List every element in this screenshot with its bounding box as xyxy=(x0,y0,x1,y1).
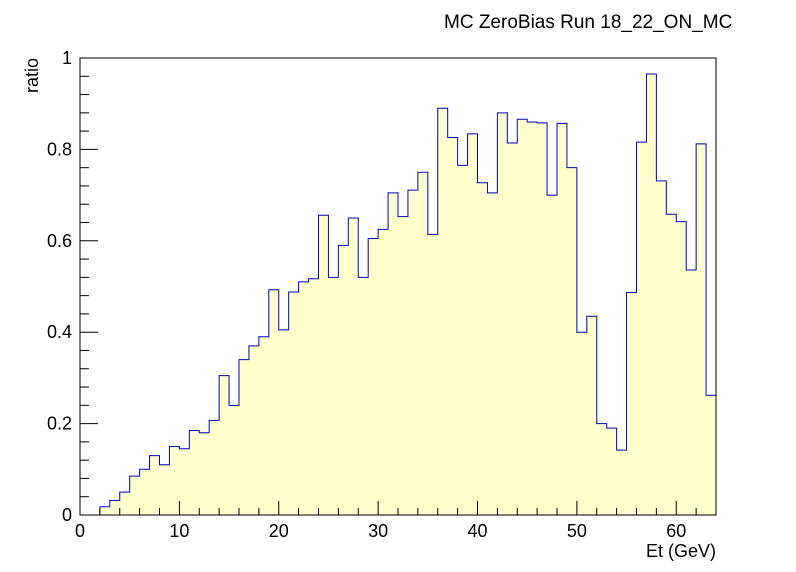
x-tick-label: 0 xyxy=(75,521,85,541)
histogram-bin xyxy=(109,500,120,515)
y-axis: 0 0.2 0.4 0.6 0.8 1 xyxy=(47,48,98,525)
histogram-bin xyxy=(447,137,458,515)
histogram-bin xyxy=(169,446,180,515)
histogram-bin xyxy=(179,448,190,515)
y-axis-label: ratio xyxy=(22,58,42,93)
y-tick-label: 1 xyxy=(62,48,72,68)
histogram-bin xyxy=(596,423,607,515)
histogram-bin xyxy=(547,195,557,515)
histogram-bin xyxy=(308,278,319,515)
histogram-bin xyxy=(566,167,577,515)
histogram-bin xyxy=(328,277,339,515)
histogram-bin xyxy=(378,229,389,515)
histogram-bin xyxy=(219,375,230,515)
histogram-bin xyxy=(576,332,587,515)
histogram-bin xyxy=(686,270,697,515)
histogram-bin xyxy=(557,123,567,515)
histogram-bin xyxy=(159,464,170,515)
histogram-bin xyxy=(388,192,398,515)
y-tick-label: 0 xyxy=(62,505,72,525)
histogram-bin xyxy=(507,143,518,515)
histogram-bin xyxy=(676,221,687,515)
histogram-bin xyxy=(616,450,627,515)
histogram-bin xyxy=(527,121,538,515)
histogram-bin xyxy=(398,216,408,516)
histogram-bins xyxy=(99,73,716,516)
histogram-outline xyxy=(80,73,717,516)
histogram-bin xyxy=(99,506,110,515)
histogram-bin xyxy=(268,289,279,515)
histogram-bin xyxy=(417,172,428,515)
histogram-bin xyxy=(457,165,468,515)
histogram-bin xyxy=(358,277,369,515)
histogram-bin xyxy=(626,292,637,515)
histogram-bin xyxy=(517,119,528,515)
x-axis-label: Et (GeV) xyxy=(646,541,716,561)
x-tick-label: 40 xyxy=(467,521,487,541)
histogram-bin xyxy=(606,428,617,515)
histogram-bin xyxy=(229,405,239,515)
x-tick-label: 50 xyxy=(567,521,587,541)
histogram-bin xyxy=(497,112,508,515)
histogram-bin xyxy=(338,245,349,515)
y-tick-label: 0.8 xyxy=(47,139,72,159)
histogram-bin xyxy=(298,281,309,515)
chart-title: MC ZeroBias Run 18_22_ON_MC xyxy=(444,12,733,33)
histogram-bin xyxy=(646,73,657,516)
histogram-bin xyxy=(288,291,299,515)
x-tick-label: 60 xyxy=(666,521,686,541)
histogram-bin xyxy=(487,192,498,515)
histogram-bin xyxy=(278,329,289,515)
y-tick-label: 0.2 xyxy=(47,414,72,434)
histogram-bin xyxy=(189,430,200,515)
histogram-bin xyxy=(258,336,269,515)
histogram-bin xyxy=(636,142,647,515)
histogram-bin xyxy=(407,190,418,515)
histogram-bin xyxy=(239,359,249,515)
histogram-bin xyxy=(437,108,448,516)
x-tick-label: 20 xyxy=(269,521,289,541)
histogram-bin xyxy=(149,455,160,515)
histogram-bin xyxy=(248,345,259,515)
x-axis: 0 10 20 30 40 50 60 xyxy=(75,501,717,541)
histogram-bin xyxy=(666,214,677,515)
histogram-bin xyxy=(706,395,716,515)
histogram-bin xyxy=(119,492,130,515)
histogram-bin xyxy=(368,238,379,515)
histogram-bin xyxy=(467,133,478,515)
y-tick-label: 0.4 xyxy=(47,322,72,342)
histogram-bin xyxy=(348,217,359,515)
histogram-bin xyxy=(199,432,210,515)
histogram-bin xyxy=(129,476,140,515)
histogram-bin xyxy=(586,316,597,515)
x-tick-label: 30 xyxy=(368,521,388,541)
histogram-bin xyxy=(209,420,220,515)
histogram-bin xyxy=(477,182,488,516)
histogram-bin xyxy=(427,234,438,516)
y-tick-label: 0.6 xyxy=(47,231,72,251)
histogram-bin xyxy=(537,122,548,516)
histogram-bin xyxy=(696,143,707,515)
histogram-bin xyxy=(318,215,329,515)
histogram-bin xyxy=(656,180,667,516)
x-tick-label: 10 xyxy=(169,521,189,541)
histogram-bin xyxy=(139,469,150,515)
